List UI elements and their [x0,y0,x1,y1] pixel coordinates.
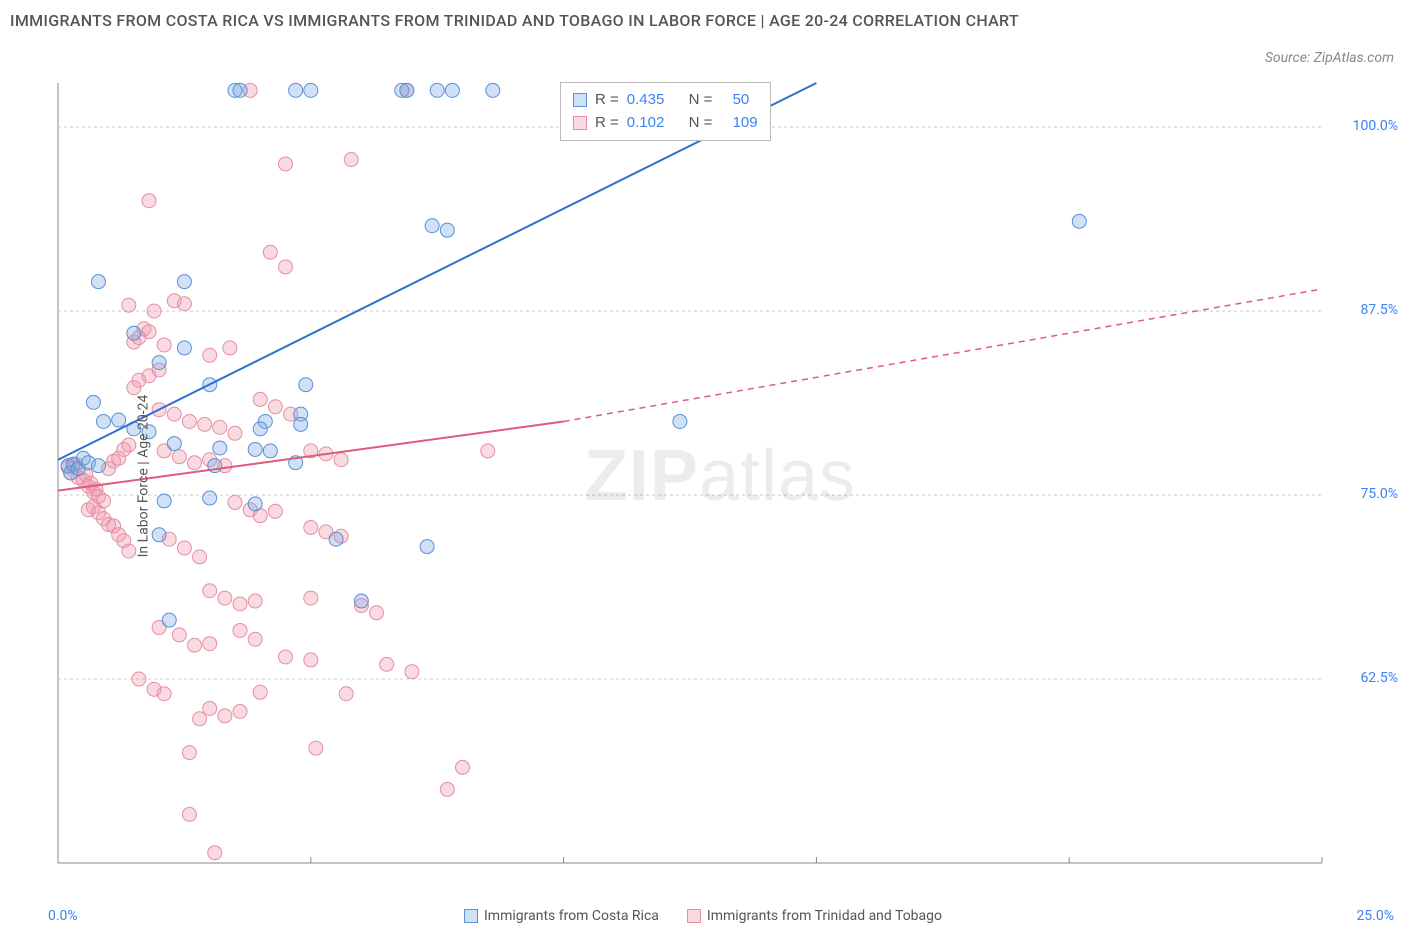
swatch-icon [573,93,587,107]
y-axis-label: In Labor Force | Age 20-24 [135,394,151,557]
n-value: 50 [733,89,750,112]
y-tick-label: 75.0% [1360,486,1398,502]
legend-label: Immigrants from Costa Rica [484,908,659,924]
correlation-legend-box: R = 0.435 N = 50 R = 0.102 N = 109 [560,82,771,141]
chart-plot-area: In Labor Force | Age 20-24 ZIPatlas [48,78,1392,873]
y-tick-label: 87.5% [1360,302,1398,318]
correlation-row-blue: R = 0.435 N = 50 [573,89,758,112]
bottom-legend: 0.0% Immigrants from Costa Rica Immigran… [0,908,1406,924]
source-label: Source: ZipAtlas.com [1265,50,1394,66]
y-tick-label: 100.0% [1353,118,1398,134]
legend-item-pink: Immigrants from Trinidad and Tobago [687,908,942,924]
x-axis-end: 25.0% [1356,908,1394,924]
swatch-icon [687,909,701,923]
r-value: 0.102 [627,112,665,135]
legend-item-blue: Immigrants from Costa Rica [464,908,659,924]
correlation-row-pink: R = 0.102 N = 109 [573,112,758,135]
swatch-icon [573,116,587,130]
chart-title: IMMIGRANTS FROM COSTA RICA VS IMMIGRANTS… [10,8,1019,34]
r-value: 0.435 [627,89,665,112]
y-tick-label: 62.5% [1360,670,1398,686]
n-value: 109 [733,112,758,135]
chart-svg [48,78,1392,873]
swatch-icon [464,909,478,923]
x-axis-start: 0.0% [48,908,78,924]
legend-label: Immigrants from Trinidad and Tobago [707,908,942,924]
